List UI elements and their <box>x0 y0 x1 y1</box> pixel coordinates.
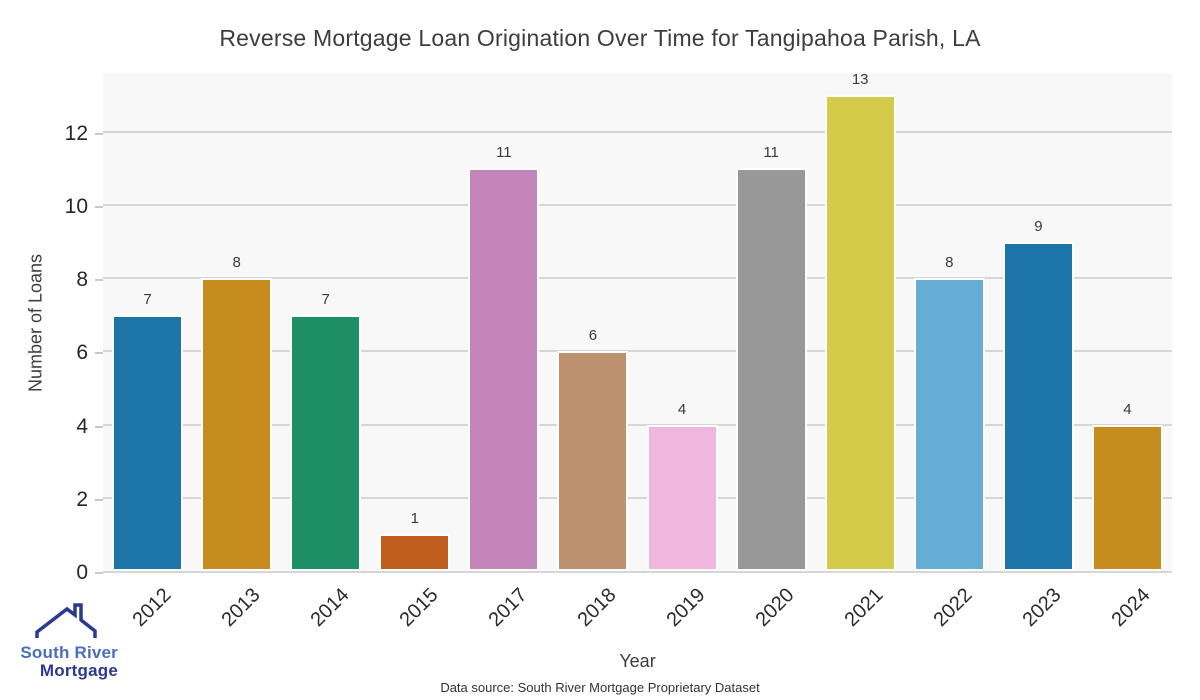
y-tick-10: 10 <box>64 194 88 218</box>
bar-value-2018: 6 <box>588 327 598 345</box>
y-tick-mark-2 <box>95 498 103 501</box>
bar-value-2022: 8 <box>945 254 954 272</box>
x-axis-label: Year <box>619 651 656 671</box>
logo-text-south-river: South River <box>20 643 118 662</box>
x-tick-2018: 2018 <box>573 584 621 632</box>
x-tick-2023: 2023 <box>1018 584 1066 632</box>
y-tick-mark-4 <box>95 425 103 428</box>
y-tick-12: 12 <box>64 121 88 145</box>
bar-2021 <box>824 95 896 571</box>
y-tick-2: 2 <box>76 487 88 511</box>
bar-value-2017: 11 <box>496 144 512 162</box>
bar-2019 <box>646 424 718 571</box>
bar-value-2020: 11 <box>763 144 779 162</box>
chart-title: Reverse Mortgage Loan Origination Over T… <box>219 25 981 51</box>
bar-value-2012: 7 <box>143 290 152 308</box>
x-tick-2022: 2022 <box>929 584 977 632</box>
house-roof-icon <box>35 603 97 638</box>
gridline-10 <box>103 203 1172 206</box>
x-tick-2012: 2012 <box>128 584 176 632</box>
bar-value-2023: 9 <box>1034 217 1043 235</box>
x-tick-2017: 2017 <box>484 584 532 632</box>
y-tick-4: 4 <box>76 414 88 438</box>
bar-2024 <box>1091 424 1163 571</box>
y-tick-6: 6 <box>76 341 88 365</box>
logo: South River Mortgage <box>18 600 118 688</box>
bar-value-2021: 13 <box>851 71 869 89</box>
y-tick-mark-12 <box>95 132 103 135</box>
bar-value-2014: 7 <box>321 290 330 308</box>
bar-value-2019: 4 <box>677 400 687 418</box>
gridline-8 <box>103 277 1172 280</box>
logo-text-mortgage: Mortgage <box>39 661 118 680</box>
x-tick-2021: 2021 <box>840 584 888 632</box>
bar-value-2013: 8 <box>232 254 241 272</box>
bar-2022 <box>913 278 985 571</box>
bar-2018 <box>557 351 629 571</box>
gridline-4 <box>103 423 1172 426</box>
bar-2017 <box>468 168 540 571</box>
x-tick-2019: 2019 <box>662 584 710 632</box>
y-tick-mark-6 <box>95 352 103 355</box>
bar-value-2015: 1 <box>410 510 419 528</box>
bar-2023 <box>1002 241 1074 571</box>
y-tick-mark-8 <box>95 279 103 282</box>
x-tick-2015: 2015 <box>395 584 443 632</box>
bar-2015 <box>379 534 451 571</box>
gridline-6 <box>103 350 1172 353</box>
bar-2012 <box>112 314 184 571</box>
x-tick-2024: 2024 <box>1107 584 1156 632</box>
data-source-note: Data source: South River Mortgage Propri… <box>440 680 760 695</box>
y-tick-mark-0 <box>95 572 103 574</box>
y-tick-0: 0 <box>76 561 88 584</box>
gridline-2 <box>103 496 1172 499</box>
bar-2020 <box>735 168 807 571</box>
x-tick-2014: 2014 <box>306 584 354 632</box>
x-tick-2020: 2020 <box>751 584 799 632</box>
y-tick-mark-10 <box>95 205 103 208</box>
y-tick-8: 8 <box>76 268 88 292</box>
gridline-12 <box>103 130 1172 133</box>
x-tick-2013: 2013 <box>217 584 265 632</box>
bar-value-2024: 4 <box>1123 400 1132 418</box>
bar-2013 <box>201 278 273 571</box>
plot-area: 7 8 7 1 11 6 4 11 13 8 9 4 <box>103 71 1172 573</box>
bar-2014 <box>290 314 362 571</box>
